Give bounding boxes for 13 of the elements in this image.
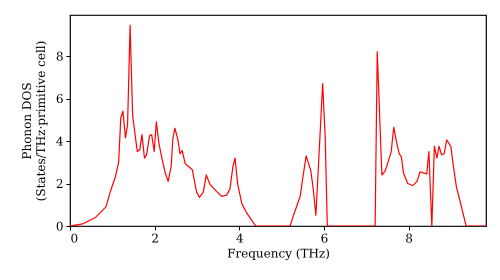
y-tick-label: 8 [56, 50, 64, 64]
y-tick-label: 4 [56, 134, 64, 149]
x-tick-label: 4 [236, 232, 244, 246]
x-tick-label: 8 [405, 232, 413, 246]
x-tick-label: 6 [320, 232, 328, 246]
line-series [70, 24, 486, 226]
x-axis-title: Frequency (THz) [227, 246, 330, 260]
x-tick-label: 0 [70, 232, 78, 246]
x-tick-label: 2 [151, 232, 159, 246]
y-tick-label: 0 [56, 220, 64, 234]
y-tick-label: 6 [56, 92, 64, 106]
y-tick-label: 2 [56, 177, 64, 192]
y-axis-title: Phonon DOS (States/THz·primitive cell) [20, 40, 48, 202]
